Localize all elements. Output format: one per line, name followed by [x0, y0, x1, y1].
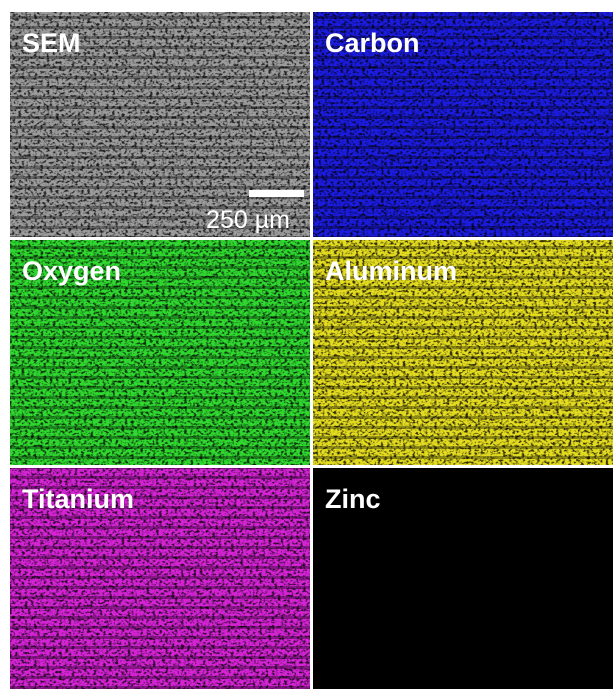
figure: SEM Carbon Oxygen Aluminum Titanium Zinc 250 µ… — [0, 0, 613, 689]
scale-bar-label: 250 µm — [206, 206, 290, 234]
panel-label: Carbon — [325, 28, 420, 58]
panel-label: SEM — [22, 28, 81, 58]
panel: Aluminum — [313, 240, 613, 465]
panel-label: Titanium — [22, 484, 134, 514]
panel: Zinc — [313, 468, 613, 689]
panel: Oxygen — [10, 240, 310, 465]
panel-label: Zinc — [325, 484, 381, 514]
panel: SEM — [10, 12, 310, 237]
panel-label: Oxygen — [22, 256, 121, 286]
panel: Titanium — [10, 468, 310, 689]
scale-bar — [249, 190, 304, 197]
panel: Carbon — [313, 12, 613, 237]
panel-label: Aluminum — [325, 256, 457, 286]
